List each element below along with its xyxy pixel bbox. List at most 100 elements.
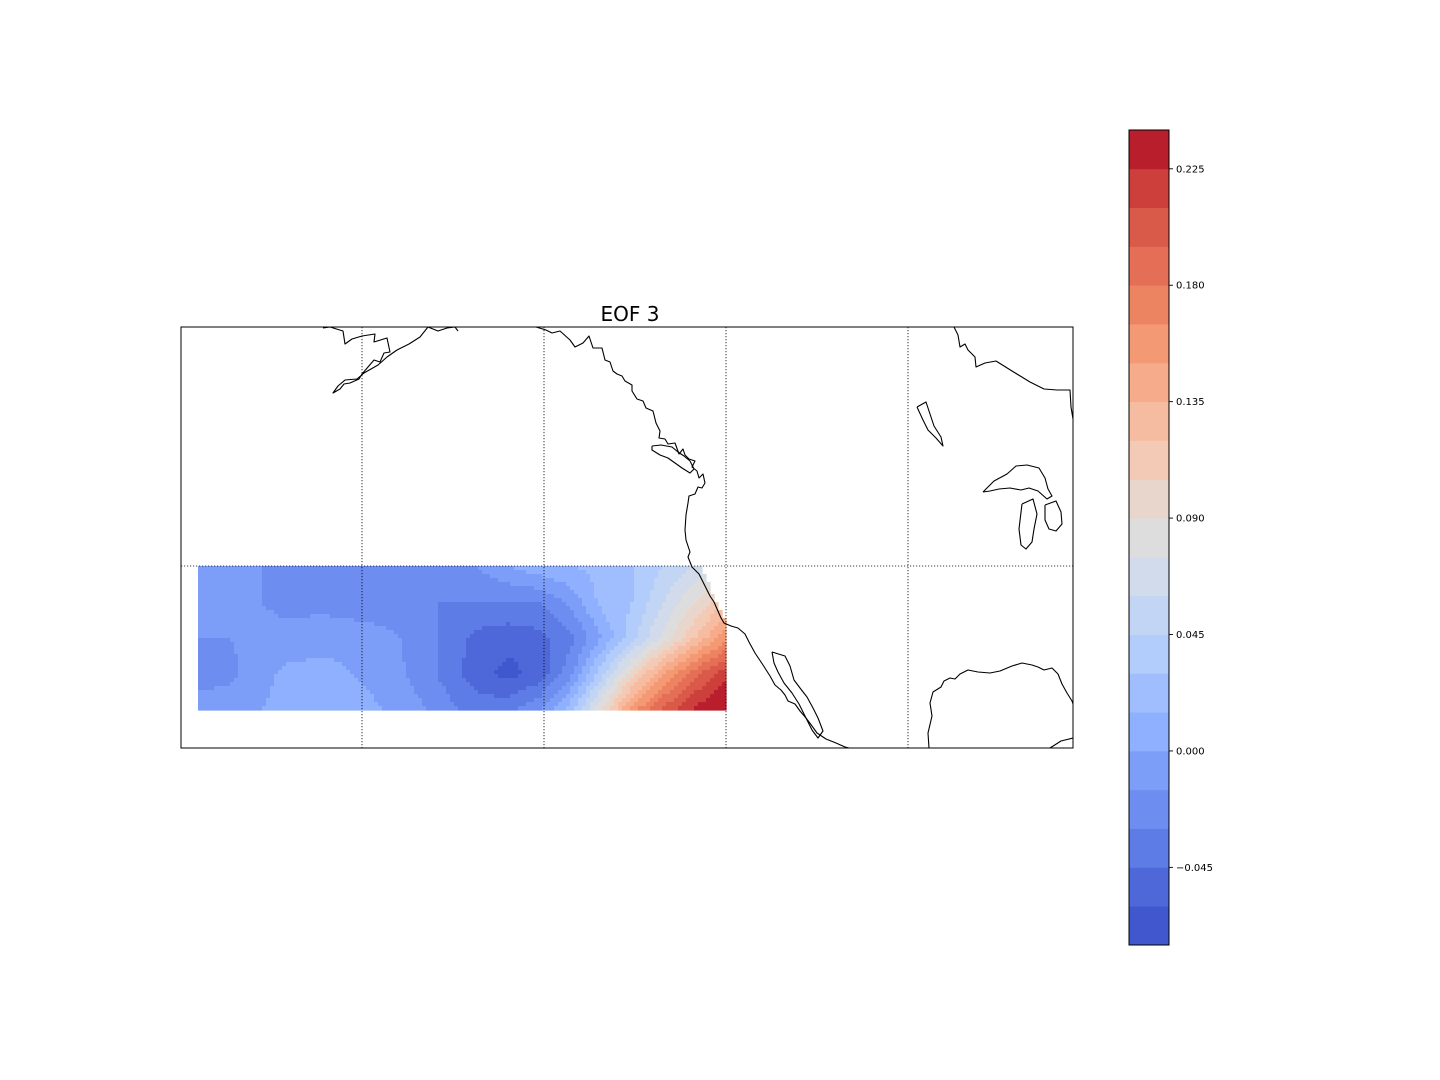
heat-cell <box>610 666 615 671</box>
heat-cell <box>682 574 687 579</box>
heat-cell <box>614 570 619 575</box>
heat-cell <box>254 606 259 611</box>
heat-cell <box>422 670 427 675</box>
heat-cell <box>522 694 527 699</box>
heat-cell <box>326 654 331 659</box>
heat-cell <box>506 566 511 571</box>
heat-cell <box>270 646 275 651</box>
heat-cell <box>686 614 691 619</box>
heat-cell <box>222 694 227 699</box>
heat-cell <box>606 670 611 675</box>
heat-cell <box>462 662 467 667</box>
heat-cell <box>210 694 215 699</box>
heat-cell <box>306 674 311 679</box>
heat-cell <box>550 658 555 663</box>
heat-cell <box>530 602 535 607</box>
heat-cell <box>474 670 479 675</box>
heat-cell <box>246 654 251 659</box>
heat-cell <box>346 626 351 631</box>
heat-cell <box>342 698 347 703</box>
heat-cell <box>618 686 623 691</box>
heat-cell <box>530 678 535 683</box>
heat-cell <box>686 678 691 683</box>
heat-cell <box>442 666 447 671</box>
heat-cell <box>598 662 603 667</box>
heat-cell <box>638 634 643 639</box>
heat-cell <box>718 634 723 639</box>
heat-cell <box>362 658 367 663</box>
heat-cell <box>394 590 399 595</box>
heat-cell <box>650 658 655 663</box>
heat-cell <box>338 690 343 695</box>
heat-cell <box>290 670 295 675</box>
heat-cell <box>702 590 707 595</box>
heat-cell <box>354 670 359 675</box>
heat-cell <box>282 586 287 591</box>
heat-cell <box>558 666 563 671</box>
heat-cell <box>674 670 679 675</box>
heat-cell <box>694 682 699 687</box>
heat-cell <box>718 670 723 675</box>
heat-cell <box>474 686 479 691</box>
heat-cell <box>198 594 203 599</box>
heat-cell <box>278 682 283 687</box>
heat-cell <box>282 690 287 695</box>
heat-cell <box>250 654 255 659</box>
heat-cell <box>454 666 459 671</box>
heat-cell <box>678 694 683 699</box>
heat-cell <box>218 666 223 671</box>
heat-cell <box>622 610 627 615</box>
heat-cell <box>546 690 551 695</box>
great-lakes-superior <box>982 464 1053 500</box>
heat-cell <box>318 698 323 703</box>
heat-cell <box>610 582 615 587</box>
heat-cell <box>410 666 415 671</box>
heat-cell <box>522 570 527 575</box>
heat-cell <box>394 642 399 647</box>
heat-cell <box>442 670 447 675</box>
heat-cell <box>590 634 595 639</box>
heat-cell <box>630 674 635 679</box>
heat-cell <box>422 586 427 591</box>
heat-cell <box>490 646 495 651</box>
heat-cell <box>698 626 703 631</box>
heat-cell <box>362 574 367 579</box>
heat-cell <box>538 634 543 639</box>
heat-cell <box>430 594 435 599</box>
heat-cell <box>438 658 443 663</box>
heat-cell <box>346 686 351 691</box>
heat-cell <box>598 674 603 679</box>
heat-cell <box>294 610 299 615</box>
heat-cell <box>282 678 287 683</box>
heat-cell <box>242 706 247 711</box>
heat-cell <box>406 598 411 603</box>
heat-cell <box>518 626 523 631</box>
heat-cell <box>258 686 263 691</box>
heat-cell <box>370 638 375 643</box>
heat-cell <box>410 690 415 695</box>
heat-cell <box>274 666 279 671</box>
heat-cell <box>638 666 643 671</box>
heat-cell <box>506 626 511 631</box>
heat-cell <box>422 694 427 699</box>
heat-cell <box>694 658 699 663</box>
heat-cell <box>522 566 527 571</box>
heat-cell <box>690 702 695 707</box>
heat-cell <box>662 626 667 631</box>
heat-cell <box>622 570 627 575</box>
heat-cell <box>566 570 571 575</box>
heat-cell <box>518 670 523 675</box>
heat-cell <box>478 622 483 627</box>
heat-cell <box>458 598 463 603</box>
heat-cell <box>234 654 239 659</box>
heat-cell <box>702 618 707 623</box>
heat-cell <box>662 566 667 571</box>
heat-cell <box>494 634 499 639</box>
heat-cell <box>666 678 671 683</box>
heat-cell <box>330 610 335 615</box>
heat-cell <box>566 678 571 683</box>
heat-cell <box>698 678 703 683</box>
heat-cell <box>678 590 683 595</box>
heat-cell <box>482 626 487 631</box>
heat-cell <box>362 690 367 695</box>
